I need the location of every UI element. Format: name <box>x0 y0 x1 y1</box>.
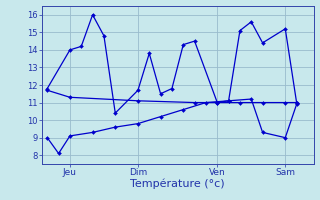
X-axis label: Température (°c): Température (°c) <box>130 179 225 189</box>
